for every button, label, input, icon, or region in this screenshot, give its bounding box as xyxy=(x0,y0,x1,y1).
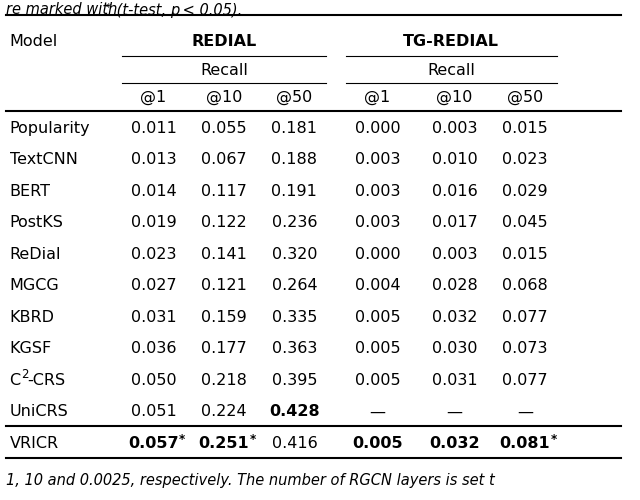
Text: Recall: Recall xyxy=(428,62,475,78)
Text: *: * xyxy=(250,433,256,446)
Text: @10: @10 xyxy=(206,90,242,104)
Text: 0.003: 0.003 xyxy=(355,152,401,168)
Text: p: p xyxy=(170,2,179,18)
Text: 0.011: 0.011 xyxy=(131,121,177,136)
Text: 0.030: 0.030 xyxy=(431,342,477,356)
Text: 0.416: 0.416 xyxy=(271,436,317,451)
Text: 0.141: 0.141 xyxy=(201,247,247,262)
Text: ReDial: ReDial xyxy=(10,247,61,262)
Text: 0.335: 0.335 xyxy=(272,310,317,325)
Text: 0.005: 0.005 xyxy=(355,310,401,325)
Text: 1, 10 and 0.0025, respectively. The number of RGCN layers is set t: 1, 10 and 0.0025, respectively. The numb… xyxy=(6,472,495,488)
Text: 0.159: 0.159 xyxy=(201,310,247,325)
Text: @50: @50 xyxy=(507,90,543,104)
Text: REDIAL: REDIAL xyxy=(191,34,257,50)
Text: 0.032: 0.032 xyxy=(429,436,480,451)
Text: 0.428: 0.428 xyxy=(269,404,320,419)
Text: 0.073: 0.073 xyxy=(502,342,548,356)
Text: 0.177: 0.177 xyxy=(201,342,247,356)
Text: 0.015: 0.015 xyxy=(502,247,548,262)
Text: Popularity: Popularity xyxy=(10,121,90,136)
Text: TextCNN: TextCNN xyxy=(10,152,77,168)
Text: VRICR: VRICR xyxy=(10,436,59,451)
Text: 0.003: 0.003 xyxy=(355,216,401,230)
Text: @1: @1 xyxy=(364,90,391,104)
Text: Recall: Recall xyxy=(200,62,248,78)
Text: @50: @50 xyxy=(276,90,312,104)
Text: 0.003: 0.003 xyxy=(431,121,477,136)
Text: 0.031: 0.031 xyxy=(431,373,477,388)
Text: 0.013: 0.013 xyxy=(131,152,177,168)
Text: @10: @10 xyxy=(436,90,472,104)
Text: 0.005: 0.005 xyxy=(352,436,403,451)
Text: 0.036: 0.036 xyxy=(131,342,177,356)
Text: —: — xyxy=(370,404,385,419)
Text: UniCRS: UniCRS xyxy=(10,404,68,419)
Text: 0.236: 0.236 xyxy=(271,216,317,230)
Text: 0.014: 0.014 xyxy=(131,184,177,199)
Text: 0.081: 0.081 xyxy=(499,436,550,451)
Text: 0.224: 0.224 xyxy=(201,404,247,419)
Text: 0.251: 0.251 xyxy=(198,436,250,451)
Text: 2: 2 xyxy=(21,368,29,381)
Text: 0.004: 0.004 xyxy=(355,278,401,293)
Text: *: * xyxy=(106,2,111,12)
Text: 0.068: 0.068 xyxy=(502,278,548,293)
Text: 0.218: 0.218 xyxy=(201,373,247,388)
Text: 0.117: 0.117 xyxy=(201,184,247,199)
Text: 0.188: 0.188 xyxy=(271,152,317,168)
Text: —: — xyxy=(517,404,533,419)
Text: 0.121: 0.121 xyxy=(201,278,247,293)
Text: C: C xyxy=(10,373,20,388)
Text: 0.015: 0.015 xyxy=(502,121,548,136)
Text: 0.077: 0.077 xyxy=(502,310,548,325)
Text: 0.017: 0.017 xyxy=(431,216,477,230)
Text: KBRD: KBRD xyxy=(10,310,54,325)
Text: 0.055: 0.055 xyxy=(201,121,247,136)
Text: 0.005: 0.005 xyxy=(355,373,401,388)
Text: 0.045: 0.045 xyxy=(502,216,548,230)
Text: 0.057: 0.057 xyxy=(128,436,179,451)
Text: 0.320: 0.320 xyxy=(271,247,317,262)
Text: 0.050: 0.050 xyxy=(131,373,177,388)
Text: 0.019: 0.019 xyxy=(131,216,177,230)
Text: 0.003: 0.003 xyxy=(355,184,401,199)
Text: *: * xyxy=(550,433,557,446)
Text: 0.031: 0.031 xyxy=(131,310,177,325)
Text: TG-REDIAL: TG-REDIAL xyxy=(403,34,499,50)
Text: PostKS: PostKS xyxy=(10,216,63,230)
Text: 0.051: 0.051 xyxy=(131,404,177,419)
Text: re marked with: re marked with xyxy=(6,2,122,18)
Text: 0.027: 0.027 xyxy=(131,278,177,293)
Text: 0.005: 0.005 xyxy=(355,342,401,356)
Text: 0.395: 0.395 xyxy=(271,373,317,388)
Text: *: * xyxy=(179,433,186,446)
Text: 0.023: 0.023 xyxy=(131,247,177,262)
Text: 0.016: 0.016 xyxy=(431,184,477,199)
Text: @1: @1 xyxy=(140,90,167,104)
Text: 0.264: 0.264 xyxy=(271,278,317,293)
Text: 0.029: 0.029 xyxy=(502,184,548,199)
Text: MGCG: MGCG xyxy=(10,278,60,293)
Text: KGSF: KGSF xyxy=(10,342,52,356)
Text: 0.000: 0.000 xyxy=(355,247,401,262)
Text: 0.023: 0.023 xyxy=(502,152,548,168)
Text: -CRS: -CRS xyxy=(28,373,66,388)
Text: Model: Model xyxy=(10,34,58,50)
Text: 0.000: 0.000 xyxy=(355,121,401,136)
Text: < 0.05).: < 0.05). xyxy=(178,2,242,18)
Text: 0.122: 0.122 xyxy=(201,216,247,230)
Text: (t-test,: (t-test, xyxy=(112,2,171,18)
Text: 0.067: 0.067 xyxy=(201,152,247,168)
Text: BERT: BERT xyxy=(10,184,51,199)
Text: 0.032: 0.032 xyxy=(431,310,477,325)
Text: 0.028: 0.028 xyxy=(431,278,477,293)
Text: —: — xyxy=(447,404,463,419)
Text: 0.003: 0.003 xyxy=(431,247,477,262)
Text: 0.181: 0.181 xyxy=(271,121,317,136)
Text: 0.191: 0.191 xyxy=(271,184,317,199)
Text: 0.010: 0.010 xyxy=(431,152,477,168)
Text: 0.363: 0.363 xyxy=(272,342,317,356)
Text: 0.077: 0.077 xyxy=(502,373,548,388)
